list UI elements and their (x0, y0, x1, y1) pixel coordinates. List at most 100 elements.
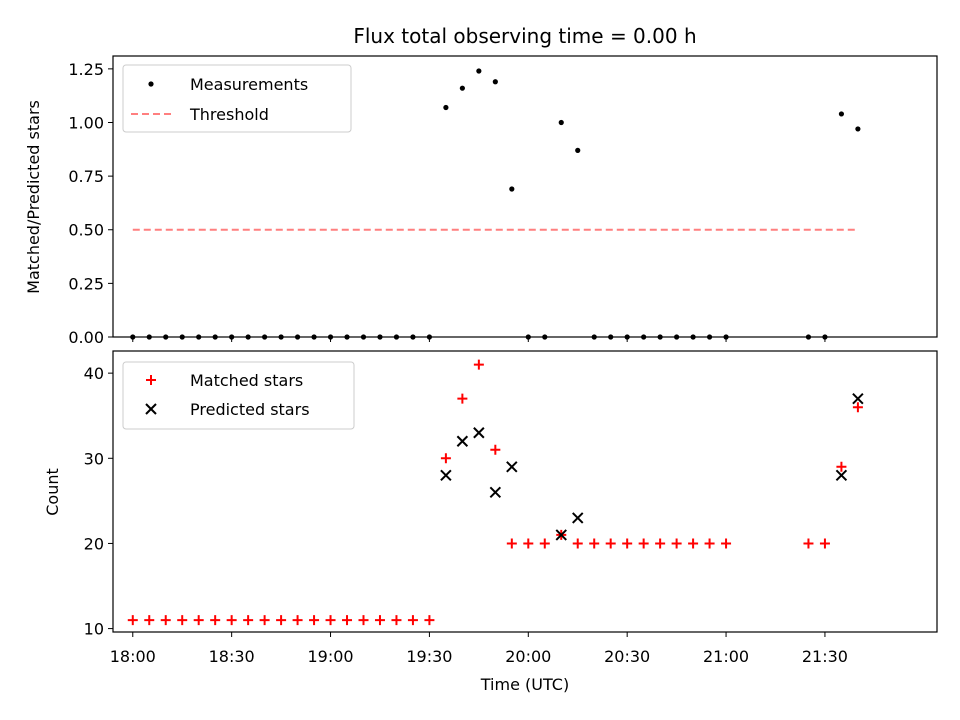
predicted-star-point (489, 486, 502, 499)
bottom-x-tick-label: 20:00 (505, 647, 551, 666)
measurement-point (855, 126, 861, 132)
chart-title: Flux total observing time = 0.00 h (353, 24, 696, 48)
matched-star-point (506, 538, 517, 549)
legend-predicted-label: Predicted stars (190, 400, 310, 419)
matched-star-point (655, 538, 666, 549)
matched-star-point (440, 453, 451, 464)
top-axes-frame (112, 55, 938, 338)
top-x-ticks (132, 337, 826, 342)
bottom-y-tick-label: 30 (84, 449, 104, 468)
legend-measurements-label: Measurements (190, 75, 308, 94)
matched-star-point (342, 615, 353, 626)
matched-star-point (688, 538, 699, 549)
matched-star-point (226, 615, 237, 626)
legend-matched-marker (146, 375, 156, 385)
bottom-x-ticks: 18:00 18:30 19:00 19:30 20:00 20:30 21:00 21:30 (110, 632, 848, 666)
x-axis-label: Time (UTC) (480, 675, 569, 694)
bottom-y-tick-label: 20 (84, 534, 104, 553)
bottom-x-tick-label: 20:30 (604, 647, 650, 666)
matched-star-point (523, 538, 534, 549)
matched-star-point (193, 615, 204, 626)
bottom-x-tick-label: 19:30 (406, 647, 452, 666)
matched-star-point (671, 538, 682, 549)
matched-star-point (243, 615, 254, 626)
measurement-point (558, 119, 564, 126)
bottom-marks (127, 359, 864, 626)
matched-star-point (276, 615, 287, 626)
top-y-axis-label: Matched/Predicted stars (24, 100, 43, 294)
matched-star-point (473, 359, 484, 370)
measurement-point (509, 186, 515, 192)
matched-star-point (210, 615, 221, 626)
top-y-ticks: 0.00 0.25 0.50 0.75 1.00 1.25 (68, 60, 113, 347)
matched-star-point (259, 615, 270, 626)
predicted-star-point (555, 529, 567, 541)
matched-star-point (309, 615, 320, 626)
bottom-x-tick-label: 18:00 (110, 647, 156, 666)
top-y-tick-label: 0.25 (68, 274, 104, 293)
bottom-x-tick-label: 21:30 (802, 647, 848, 666)
predicted-star-point (506, 461, 518, 473)
matched-star-point (325, 615, 336, 626)
matched-star-point (391, 615, 402, 626)
matched-star-point (407, 615, 418, 626)
matched-star-point (424, 615, 435, 626)
measurement-point (476, 68, 482, 74)
matched-star-point (292, 615, 303, 626)
matched-star-point (589, 538, 600, 549)
matched-star-point (836, 461, 847, 472)
matched-star-point (803, 538, 814, 549)
bottom-legend: Matched stars Predicted stars (122, 361, 355, 430)
top-y-tick-label: 1.25 (68, 60, 104, 79)
matched-star-point (144, 615, 155, 626)
bottom-panel: 10 20 30 40 18:00 18:30 19:00 19:30 20:00 20:30 2… (43, 350, 938, 694)
legend-measurements-marker (148, 81, 154, 87)
bottom-axes-frame (112, 350, 938, 633)
matched-star-point (490, 444, 501, 455)
bottom-y-axis-label: Count (43, 468, 62, 516)
bottom-y-tick-label: 40 (84, 364, 104, 383)
bottom-y-ticks: 10 20 30 40 (84, 364, 113, 639)
matched-star-point (622, 538, 633, 549)
matched-star-point (539, 538, 550, 549)
predicted-star-point (572, 512, 584, 524)
legend-predicted-marker (145, 403, 157, 415)
matched-star-point (160, 615, 171, 626)
measurement-point (459, 85, 465, 91)
measurement-point (443, 104, 449, 111)
predicted-star-point (852, 392, 864, 405)
matched-star-point (819, 538, 830, 549)
measurement-point (492, 79, 498, 85)
measurement-point (838, 111, 845, 117)
matched-star-point (572, 538, 583, 549)
matched-star-point (852, 402, 863, 413)
matched-star-point (374, 615, 385, 626)
predicted-star-point (456, 435, 469, 447)
top-legend-box (122, 64, 352, 133)
matched-star-point (127, 615, 138, 626)
matched-star-point (605, 538, 616, 549)
matched-star-point (177, 615, 188, 626)
measurement-point (575, 147, 581, 153)
legend-matched-label: Matched stars (190, 371, 303, 390)
bottom-x-tick-label: 21:00 (703, 647, 749, 666)
predicted-star-point (835, 469, 848, 482)
matched-star-point (358, 615, 369, 626)
predicted-star-point (440, 469, 452, 482)
bottom-x-tick-label: 18:30 (209, 647, 255, 666)
matched-star-point (457, 393, 468, 404)
predicted-star-point (473, 427, 485, 439)
top-y-tick-label: 0.50 (68, 221, 104, 240)
top-panel: 0.00 0.25 0.50 0.75 1.00 1.25 Matched/Predict… (24, 55, 938, 347)
matched-star-point (704, 538, 715, 549)
bottom-x-tick-label: 19:00 (307, 647, 353, 666)
matched-star-point (721, 538, 732, 549)
top-y-tick-label: 0.00 (68, 328, 104, 347)
bottom-legend-box (122, 361, 355, 430)
top-y-tick-label: 0.75 (68, 167, 104, 186)
matched-star-point (638, 538, 649, 549)
top-y-tick-label: 1.00 (68, 113, 104, 132)
legend-threshold-label: Threshold (189, 105, 269, 124)
bottom-y-tick-label: 10 (84, 620, 104, 639)
